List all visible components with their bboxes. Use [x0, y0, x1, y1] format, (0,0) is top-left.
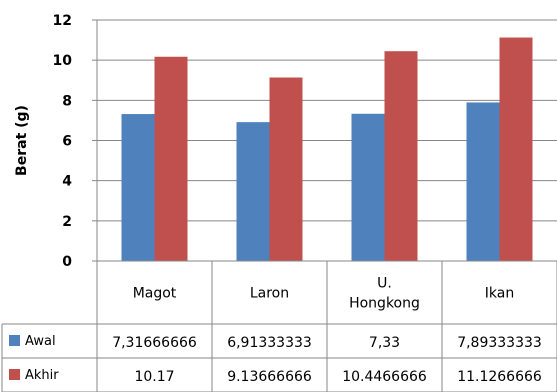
data-table-cell: 10.17	[134, 369, 174, 385]
x-tick-label: Magot	[133, 286, 177, 302]
y-tick-label: 10	[53, 53, 73, 69]
x-tick-label: Hongkong	[349, 296, 420, 312]
legend-swatch-awal	[9, 335, 20, 346]
data-table-cell: 7,31666666	[112, 335, 197, 351]
bar-awal-laron	[236, 122, 270, 261]
y-tick-label: 6	[62, 134, 72, 150]
bar-akhir-ikan	[499, 37, 533, 261]
data-table-cell: 7,89333333	[457, 335, 542, 351]
x-tick-label: Ikan	[485, 286, 514, 302]
legend-label-awal: Awal	[25, 334, 56, 349]
y-tick-label: 12	[53, 13, 72, 29]
bar-awal-ikan	[466, 102, 500, 261]
bar-awal-magot	[121, 114, 155, 261]
data-table-cell: 11.1266666	[457, 369, 542, 385]
bar-akhir-laron	[269, 77, 303, 261]
data-table-cell: 10.4466666	[342, 369, 427, 385]
y-tick-label: 2	[62, 214, 72, 230]
x-tick-label: Laron	[250, 286, 289, 302]
legend-label-akhir: Akhir	[25, 368, 59, 383]
y-tick-label: 0	[62, 254, 72, 270]
legend-swatch-akhir	[9, 369, 20, 380]
y-axis-label: Berat (g)	[14, 105, 30, 176]
data-table-cell: 9.13666666	[227, 369, 312, 385]
bar-akhir-magot	[154, 56, 188, 261]
y-tick-label: 8	[62, 93, 72, 109]
x-tick-label: U.	[377, 276, 392, 292]
bar-awal-u-hongkong	[351, 113, 385, 261]
data-table-cell: 7,33	[369, 335, 400, 351]
bar-akhir-u-hongkong	[384, 51, 418, 262]
y-tick-label: 4	[62, 174, 72, 190]
data-table-cell: 6,91333333	[227, 335, 312, 351]
